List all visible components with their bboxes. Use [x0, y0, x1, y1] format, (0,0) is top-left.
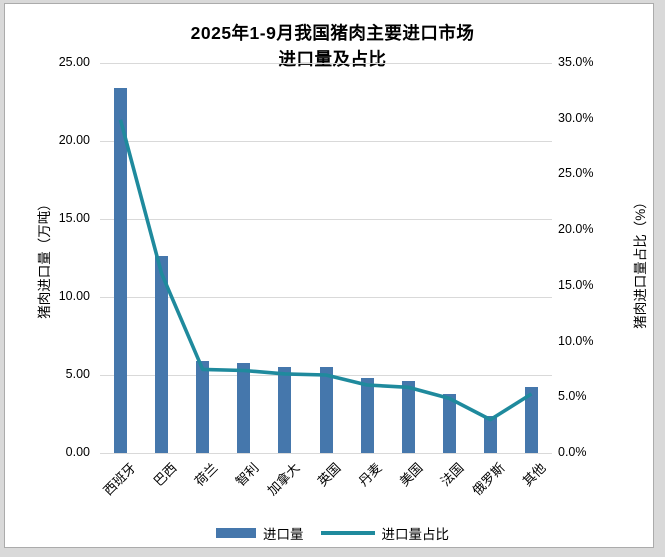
gridline — [100, 140, 552, 142]
y-tick-label: 5.00 — [65, 367, 90, 381]
bar-法国 — [442, 393, 456, 453]
bar-智利 — [237, 362, 251, 453]
y-tick-label: 15.00 — [58, 211, 90, 225]
right-axis-title: 猪肉进口量占比（%） — [633, 195, 648, 329]
y2-tick-label: 15.0% — [558, 277, 594, 292]
y-tick-label: 20.00 — [58, 133, 90, 147]
legend-bar-swatch-icon — [216, 528, 256, 538]
y2-tick-label: 30.0% — [558, 110, 594, 125]
y2-tick-label: 5.0% — [558, 389, 587, 404]
chart-title-line1: 2025年1-9月我国猪肉主要进口市场 — [190, 23, 475, 43]
y2-tick-label: 0.0% — [558, 445, 587, 459]
y-tick-label: 25.00 — [58, 55, 90, 69]
gridline — [100, 218, 552, 220]
bar-加拿大 — [278, 367, 292, 453]
legend-bar-label: 进口量 — [263, 527, 304, 542]
y2-tick-label: 10.0% — [558, 333, 594, 348]
legend-line-swatch-icon — [320, 531, 375, 535]
legend-line-label: 进口量占比 — [381, 527, 450, 542]
legend: 进口量 进口量占比 — [0, 521, 665, 545]
trend-line — [118, 119, 533, 422]
y-tick-label: 10.00 — [58, 289, 90, 303]
bar-美国 — [401, 381, 415, 453]
chart-panel — [4, 3, 654, 548]
y2-tick-label: 20.0% — [558, 222, 594, 237]
left-axis-title: 猪肉进口量（万吨） — [37, 197, 52, 319]
bar-荷兰 — [196, 360, 210, 453]
y2-tick-label: 35.0% — [558, 55, 594, 69]
chart-title: 2025年1-9月我国猪肉主要进口市场 进口量及占比 — [0, 20, 665, 72]
gridline — [100, 62, 552, 64]
y2-tick-label: 25.0% — [558, 166, 594, 181]
y-tick-label: 0.00 — [65, 445, 90, 459]
bar-俄罗斯 — [483, 415, 497, 453]
bar-丹麦 — [360, 378, 374, 453]
bar-其他 — [524, 387, 538, 453]
chart-title-line2: 进口量及占比 — [278, 49, 387, 69]
gridline — [100, 452, 552, 454]
gridline — [100, 296, 552, 298]
bar-西班牙 — [114, 87, 128, 453]
bar-巴西 — [155, 256, 169, 453]
bar-英国 — [319, 367, 333, 453]
